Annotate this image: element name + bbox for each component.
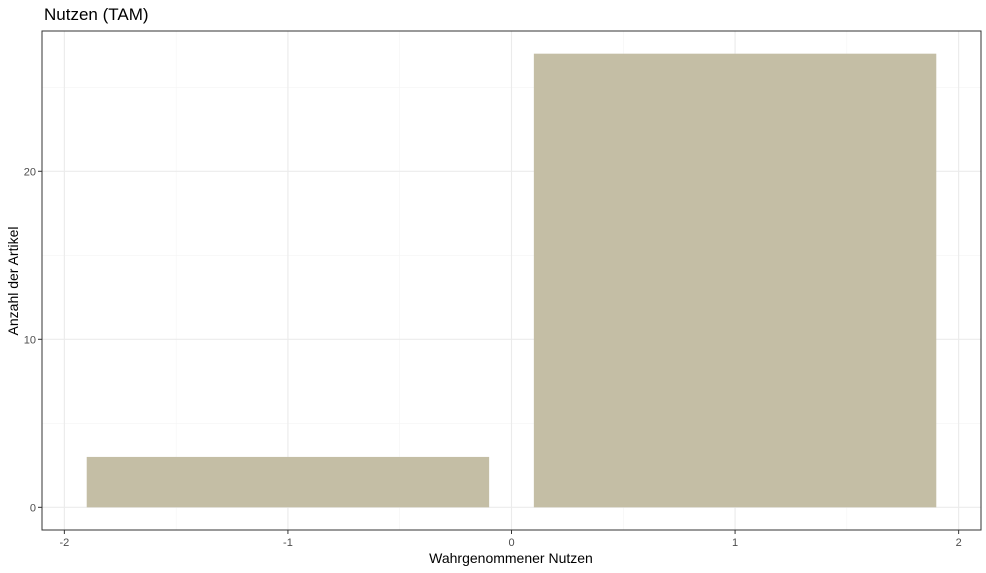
x-axis-title: Wahrgenommener Nutzen xyxy=(429,550,593,566)
bar-1 xyxy=(533,53,937,508)
y-tick-label: 10 xyxy=(24,334,36,346)
y-tick-label: 20 xyxy=(24,166,36,178)
y-tick-label: 0 xyxy=(30,502,36,514)
chart-title: Nutzen (TAM) xyxy=(44,5,149,24)
x-axis: -2 -1 0 1 2 xyxy=(59,530,962,549)
y-axis: 0 10 20 xyxy=(24,166,42,514)
y-axis-title: Anzahl der Artikel xyxy=(5,227,21,336)
bar-0 xyxy=(86,456,490,508)
bars xyxy=(86,53,937,508)
x-tick-label: -1 xyxy=(283,537,293,549)
x-tick-label: -2 xyxy=(59,537,69,549)
x-tick-label: 1 xyxy=(732,537,738,549)
x-tick-label: 2 xyxy=(956,537,962,549)
x-tick-label: 0 xyxy=(508,537,514,549)
